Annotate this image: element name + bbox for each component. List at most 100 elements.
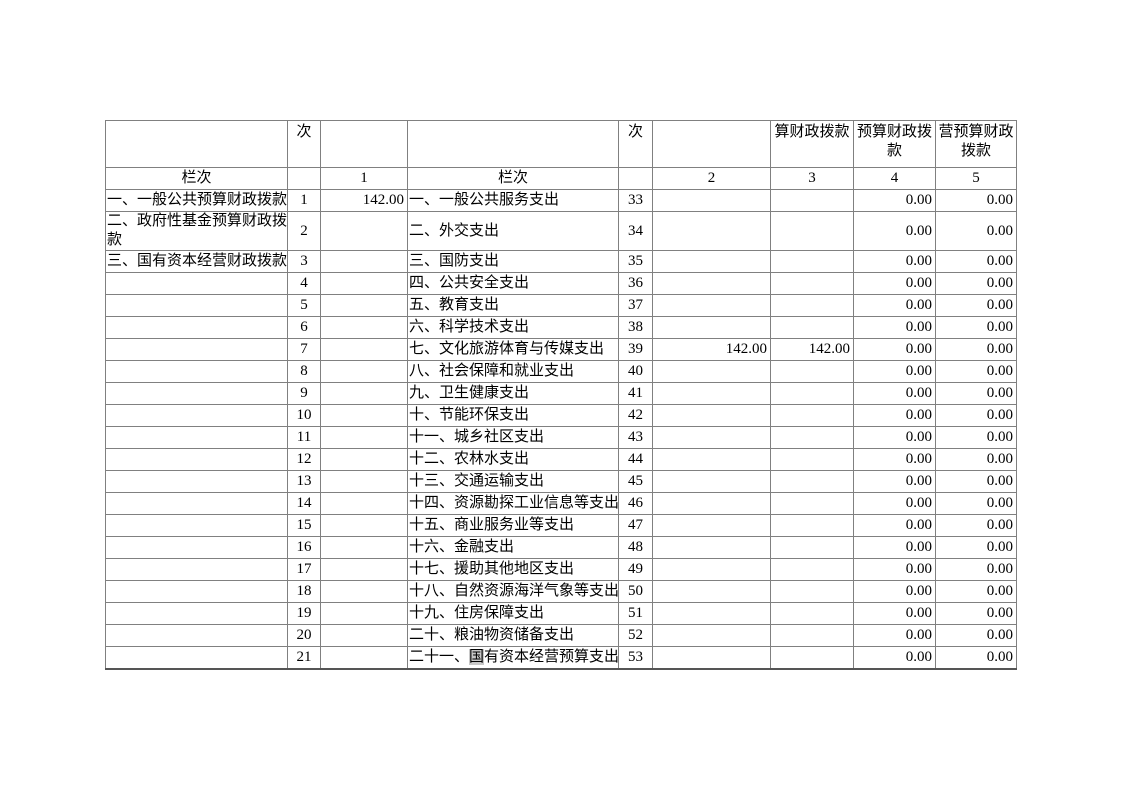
value4-cell: 0.00	[853, 448, 936, 471]
left-colno-cell: 19	[287, 602, 321, 625]
right-colno-cell: 49	[618, 558, 653, 581]
value3-cell	[770, 250, 854, 273]
value5-cell: 0.00	[935, 448, 1017, 471]
right-colno-cell: 43	[618, 426, 653, 449]
value3-header: 算财政拨款	[770, 120, 854, 168]
value5-cell: 0.00	[935, 382, 1017, 405]
left-category-cell	[105, 294, 288, 317]
table-row: 14 十四、资源勘探工业信息等支出 46 0.00 0.00	[105, 492, 1017, 515]
value3-cell	[770, 316, 854, 339]
value4-cell: 0.00	[853, 580, 936, 603]
value5-header: 营预算财政 拨款	[935, 120, 1017, 168]
left-colno-cell: 10	[287, 404, 321, 427]
right-category-cell: 十二、农林水支出	[407, 448, 619, 471]
right-colno-cell: 45	[618, 470, 653, 493]
value5-cell: 0.00	[935, 624, 1017, 647]
value4-cell: 0.00	[853, 272, 936, 295]
table-row: 16 十六、金融支出 48 0.00 0.00	[105, 536, 1017, 559]
value3-cell	[770, 382, 854, 405]
table-body: 一、一般公共预算财政拨款 1 142.00 一、一般公共服务支出 33 0.00 0.00 二…	[105, 189, 1017, 670]
right-colno-cell: 37	[618, 294, 653, 317]
right-colno-cell: 52	[618, 624, 653, 647]
right-colno-cell: 41	[618, 382, 653, 405]
left-category-cell: 一、一般公共预算财政拨款	[105, 189, 288, 212]
value3-cell	[770, 514, 854, 537]
right-colno-header	[618, 167, 653, 190]
value2-cell	[652, 514, 771, 537]
left-colno-cell: 13	[287, 470, 321, 493]
right-category-cell: 四、公共安全支出	[407, 272, 619, 295]
left-category-cell	[105, 338, 288, 361]
table-row: 18 十八、自然资源海洋气象等支出 50 0.00 0.00	[105, 580, 1017, 603]
value1-cell	[320, 646, 408, 670]
right-category-cell: 三、国防支出	[407, 250, 619, 273]
value1-cell	[320, 580, 408, 603]
value4-cell: 0.00	[853, 426, 936, 449]
value3-header: 3	[770, 167, 854, 190]
value3-cell	[770, 536, 854, 559]
value4-cell: 0.00	[853, 316, 936, 339]
right-colno-cell: 44	[618, 448, 653, 471]
right-category-cell: 九、卫生健康支出	[407, 382, 619, 405]
value4-cell: 0.00	[853, 624, 936, 647]
value5-cell: 0.00	[935, 360, 1017, 383]
left-colno-header: 次	[287, 120, 321, 168]
left-category-cell	[105, 316, 288, 339]
right-category-cell: 七、文化旅游体育与传媒支出	[407, 338, 619, 361]
value3-cell	[770, 294, 854, 317]
value4-cell: 0.00	[853, 602, 936, 625]
right-category-cell: 十三、交通运输支出	[407, 470, 619, 493]
table-row: 19 十九、住房保障支出 51 0.00 0.00	[105, 602, 1017, 625]
right-colno-header: 次	[618, 120, 653, 168]
value5-cell: 0.00	[935, 211, 1017, 251]
right-colno-cell: 38	[618, 316, 653, 339]
table-row: 21 二十一、国有资本经营预算支出 53 0.00 0.00	[105, 646, 1017, 670]
value2-cell	[652, 272, 771, 295]
left-colno-cell: 11	[287, 426, 321, 449]
left-category-cell	[105, 360, 288, 383]
value2-cell	[652, 492, 771, 515]
right-category-cell: 八、社会保障和就业支出	[407, 360, 619, 383]
right-category-cell: 十六、金融支出	[407, 536, 619, 559]
value1-cell	[320, 426, 408, 449]
budget-appropriation-table: 次次算财政拨款 预算财政拨 款营预算财政 拨款 栏次 1 栏次 2 3 4 5 一、一般公共预算…	[105, 120, 1017, 670]
value1-cell	[320, 492, 408, 515]
table-row: 二、政府性基金预算财政拨款 2 二、外交支出 34 0.00 0.00	[105, 211, 1017, 251]
value2-cell: 142.00	[652, 338, 771, 361]
value5-cell: 0.00	[935, 536, 1017, 559]
value3-cell	[770, 404, 854, 427]
value2-cell	[652, 316, 771, 339]
value1-cell	[320, 470, 408, 493]
left-category-cell	[105, 382, 288, 405]
value1-cell	[320, 272, 408, 295]
table-row: 4 四、公共安全支出 36 0.00 0.00	[105, 272, 1017, 295]
value5-cell: 0.00	[935, 602, 1017, 625]
value4-cell: 0.00	[853, 382, 936, 405]
value2-cell	[652, 624, 771, 647]
value5-cell: 0.00	[935, 272, 1017, 295]
value5-cell: 0.00	[935, 580, 1017, 603]
value4-cell: 0.00	[853, 360, 936, 383]
left-category-cell	[105, 536, 288, 559]
left-colno-cell: 17	[287, 558, 321, 581]
value2-cell	[652, 448, 771, 471]
value4-cell: 0.00	[853, 514, 936, 537]
right-category-cell: 一、一般公共服务支出	[407, 189, 619, 212]
value5-cell: 0.00	[935, 492, 1017, 515]
value2-cell	[652, 404, 771, 427]
table-row: 一、一般公共预算财政拨款 1 142.00 一、一般公共服务支出 33 0.00 0.00	[105, 189, 1017, 212]
value5-cell: 0.00	[935, 470, 1017, 493]
value2-cell	[652, 360, 771, 383]
value4-cell: 0.00	[853, 646, 936, 670]
value5-cell: 0.00	[935, 426, 1017, 449]
table-row: 7 七、文化旅游体育与传媒支出 39 142.00 142.00 0.00 0.00	[105, 338, 1017, 361]
table-row: 15 十五、商业服务业等支出 47 0.00 0.00	[105, 514, 1017, 537]
table-row: 8 八、社会保障和就业支出 40 0.00 0.00	[105, 360, 1017, 383]
header-row2: 栏次 1 栏次 2 3 4 5	[105, 167, 1017, 190]
left-category-cell	[105, 580, 288, 603]
value1-cell	[320, 338, 408, 361]
left-category-header	[105, 120, 288, 168]
value3-cell	[770, 272, 854, 295]
value1-header: 1	[320, 167, 408, 190]
table-header: 次次算财政拨款 预算财政拨 款营预算财政 拨款 栏次 1 栏次 2 3 4 5	[105, 120, 1017, 190]
